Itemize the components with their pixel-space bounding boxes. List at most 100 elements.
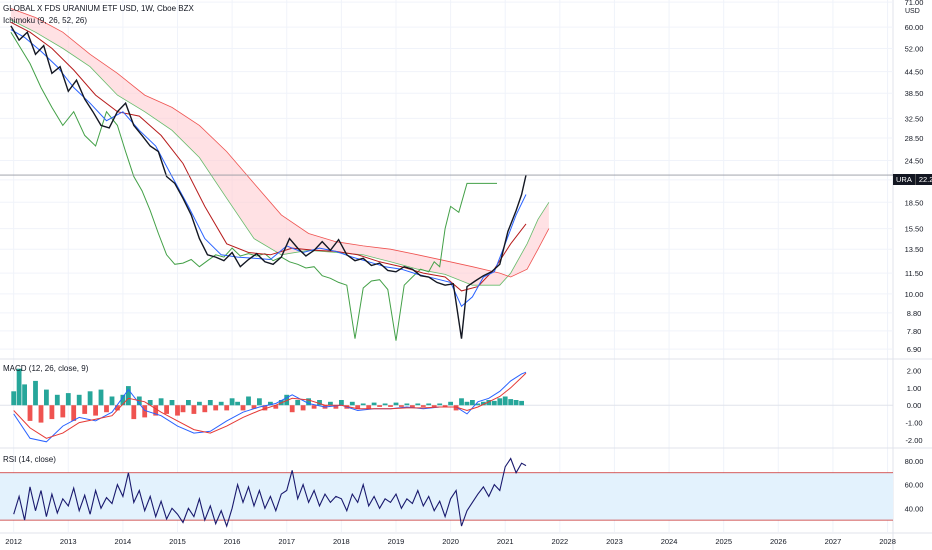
price-tick-label: 24.50 [905, 156, 924, 165]
macd-histogram-bar [60, 405, 66, 418]
macd-histogram-bar [98, 389, 104, 406]
price-tick-label: 15.50 [905, 225, 924, 234]
macd-histogram-bar [415, 403, 421, 406]
macd-histogram-bar [213, 405, 219, 411]
macd-histogram-bar [191, 405, 197, 414]
macd-histogram-bar [27, 405, 33, 421]
price-tick-label: 8.80 [907, 309, 922, 318]
macd-histogram-bar [93, 405, 98, 416]
macd-histogram-bar [240, 405, 246, 411]
x-tick-label: 2025 [715, 537, 732, 546]
macd-histogram-bar [333, 405, 339, 409]
price-tick-label: 44.50 [905, 68, 924, 77]
x-tick-label: 2020 [442, 537, 459, 546]
macd-histogram-bar [109, 396, 115, 406]
x-tick-label: 2019 [388, 537, 405, 546]
price-tick-label: 60.00 [905, 23, 924, 32]
macd-histogram-bar [513, 400, 519, 406]
price-tick-label: 32.50 [905, 114, 924, 123]
x-tick-label: 2014 [115, 537, 132, 546]
rsi-tick-label: 60.00 [905, 481, 924, 490]
macd-histogram-bar [229, 398, 235, 406]
x-tick-label: 2028 [879, 537, 896, 546]
currency-label: USD [905, 8, 920, 15]
x-tick-label: 2021 [497, 537, 514, 546]
macd-histogram-bar [235, 401, 240, 406]
price-tick-label: 52.00 [905, 44, 924, 53]
price-tick-label: 11.50 [905, 269, 923, 278]
macd-histogram-bar [180, 405, 186, 413]
x-tick-label: 2022 [551, 537, 568, 546]
x-tick-label: 2013 [60, 537, 77, 546]
lagging-span-line [10, 31, 497, 341]
macd-histogram-bar [497, 398, 503, 406]
ichimoku-legend: Ichimoku (9, 26, 52, 26) [3, 16, 88, 25]
macd-histogram-bar [481, 401, 486, 406]
macd-histogram-bar [464, 401, 470, 406]
rsi-legend: RSI (14, close) [3, 455, 56, 464]
macd-histogram-bar [54, 394, 60, 406]
macd-tick-label: 0.00 [907, 401, 922, 410]
macd-histogram-bar [33, 380, 38, 406]
macd-histogram-bar [207, 400, 213, 406]
macd-histogram-bar [76, 394, 82, 406]
x-tick-label: 2027 [825, 537, 842, 546]
macd-histogram-bar [186, 400, 191, 406]
macd-histogram-bar [491, 400, 497, 406]
macd-histogram-bar [251, 405, 257, 409]
macd-histogram-bar [475, 403, 481, 406]
axes: 2012 2013 2014 2015 2016 2017 2018 2019 2020 2021… [5, 0, 923, 546]
macd-histogram-bar [453, 405, 459, 411]
price-tick-label: 38.50 [905, 89, 924, 98]
macd-histogram-bar [147, 400, 153, 406]
price-tick-label: 6.90 [907, 345, 922, 354]
macd-histogram-bar [377, 405, 382, 407]
x-tick-label: 2023 [606, 537, 623, 546]
macd-histogram-bar [284, 394, 290, 406]
macd-tick-label: 2.00 [907, 366, 922, 375]
price-badge: URA 22.21 [893, 174, 932, 185]
macd-histogram-bar [360, 403, 366, 406]
macd-tick-label: -1.00 [905, 419, 922, 428]
macd-histogram-bar [87, 391, 93, 406]
chart-title: GLOBAL X FDS URANIUM ETF USD, 1W, Cboe B… [3, 4, 194, 13]
macd-histogram-bar [393, 402, 399, 406]
macd-histogram-bar [175, 405, 180, 416]
macd-histogram-bar [355, 405, 361, 409]
macd-histogram-bar [486, 400, 492, 406]
macd-histogram-bar [339, 400, 344, 406]
macd-histogram-bar [115, 405, 120, 411]
macd-histogram-bar [431, 405, 437, 408]
macd-histogram-bar [164, 405, 169, 414]
macd-legend: MACD (12, 26, close, 9) [3, 364, 89, 373]
price-tick-label: 10.00 [905, 290, 924, 299]
rsi-tick-label: 40.00 [905, 504, 924, 513]
macd-histogram-bar [300, 405, 306, 411]
x-tick-label: 2018 [333, 537, 350, 546]
price-tick-label: 13.50 [905, 245, 924, 254]
macd-histogram-bar [65, 393, 71, 406]
macd-histogram-bar [349, 401, 355, 406]
price-badge-symbol: URA [893, 174, 915, 185]
macd-histogram-bar [11, 391, 17, 406]
macd-histogram-bar [470, 400, 475, 406]
macd-histogram-bar [295, 400, 301, 406]
macd-histogram-bar [382, 403, 388, 406]
rsi-line [13, 457, 527, 528]
macd-histogram-bar [120, 394, 126, 406]
macd-histogram-bar [502, 396, 508, 406]
macd-histogram-bar [388, 405, 393, 407]
x-tick-label: 2015 [169, 537, 186, 546]
base-line [10, 21, 527, 292]
macd-histogram-bar [158, 398, 164, 406]
leading-span-a-line [10, 19, 550, 286]
macd-histogram-bar [131, 405, 137, 420]
macd-histogram-bar [202, 405, 208, 413]
macd-histogram-bar [289, 405, 295, 413]
macd-tick-label: 1.00 [907, 384, 922, 393]
price-line [10, 25, 527, 339]
macd-line [13, 371, 527, 443]
macd-histogram-bar [82, 405, 88, 414]
